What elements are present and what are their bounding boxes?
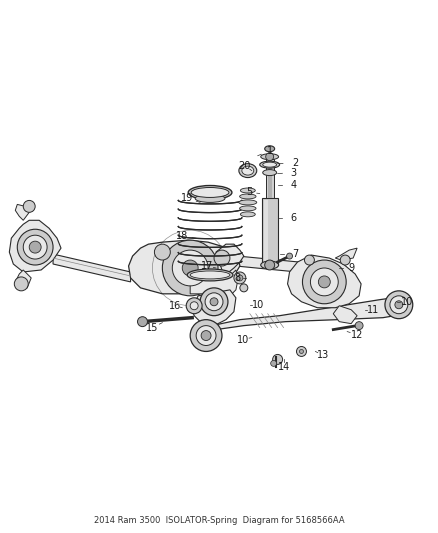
Circle shape xyxy=(23,200,35,212)
Circle shape xyxy=(210,298,218,306)
Circle shape xyxy=(17,229,53,265)
Circle shape xyxy=(311,268,338,296)
Circle shape xyxy=(155,244,170,260)
Text: 15: 15 xyxy=(146,322,159,333)
Circle shape xyxy=(200,288,228,316)
Text: 19: 19 xyxy=(181,193,193,204)
Circle shape xyxy=(271,360,277,366)
Text: 17: 17 xyxy=(201,261,213,271)
Circle shape xyxy=(182,260,198,276)
Circle shape xyxy=(190,302,198,310)
Circle shape xyxy=(237,275,243,281)
Circle shape xyxy=(385,291,413,319)
Polygon shape xyxy=(196,296,409,334)
Text: 6: 6 xyxy=(290,213,297,223)
Text: 13: 13 xyxy=(317,350,329,360)
Text: 2014 Ram 3500  ISOLATOR-Spring  Diagram for 5168566AA: 2014 Ram 3500 ISOLATOR-Spring Diagram fo… xyxy=(94,516,344,525)
Polygon shape xyxy=(190,270,238,294)
Text: 3: 3 xyxy=(290,167,297,177)
Circle shape xyxy=(172,250,208,286)
Circle shape xyxy=(303,260,346,304)
Ellipse shape xyxy=(261,154,279,160)
Circle shape xyxy=(138,317,148,327)
Circle shape xyxy=(201,330,211,341)
Circle shape xyxy=(23,235,47,259)
Circle shape xyxy=(214,250,230,266)
Bar xyxy=(266,159,274,238)
Ellipse shape xyxy=(187,269,233,281)
Polygon shape xyxy=(129,240,240,294)
Circle shape xyxy=(318,276,330,288)
Circle shape xyxy=(240,284,248,292)
Ellipse shape xyxy=(263,169,277,175)
Circle shape xyxy=(14,277,28,291)
Bar xyxy=(268,149,272,198)
Circle shape xyxy=(205,293,223,311)
Circle shape xyxy=(300,350,304,353)
Text: 1: 1 xyxy=(267,146,273,156)
Text: 16: 16 xyxy=(169,301,181,311)
Text: 9: 9 xyxy=(348,263,354,273)
Text: 20: 20 xyxy=(239,160,251,171)
Text: 8: 8 xyxy=(235,273,241,283)
Polygon shape xyxy=(53,254,131,282)
Circle shape xyxy=(355,321,363,329)
Text: 18: 18 xyxy=(176,231,188,241)
Circle shape xyxy=(297,346,307,357)
Polygon shape xyxy=(333,306,357,324)
Circle shape xyxy=(265,260,275,270)
Text: 10: 10 xyxy=(401,297,413,307)
Text: 4: 4 xyxy=(290,180,297,190)
Text: 7: 7 xyxy=(293,249,299,259)
Circle shape xyxy=(162,240,218,296)
Circle shape xyxy=(340,255,350,265)
Ellipse shape xyxy=(240,188,255,193)
Polygon shape xyxy=(236,256,319,274)
Ellipse shape xyxy=(190,271,230,279)
Text: 12: 12 xyxy=(351,329,363,340)
Text: 2: 2 xyxy=(293,158,299,168)
Polygon shape xyxy=(15,270,31,290)
Polygon shape xyxy=(192,290,236,326)
Ellipse shape xyxy=(240,212,255,217)
Circle shape xyxy=(29,241,41,253)
Bar xyxy=(264,200,268,261)
Polygon shape xyxy=(288,255,361,308)
Bar xyxy=(262,198,278,263)
Ellipse shape xyxy=(240,206,256,211)
Circle shape xyxy=(390,296,408,314)
Ellipse shape xyxy=(261,261,279,269)
Ellipse shape xyxy=(265,146,275,152)
Text: 10: 10 xyxy=(251,300,264,310)
Circle shape xyxy=(395,301,403,309)
Circle shape xyxy=(286,253,293,259)
Polygon shape xyxy=(335,248,357,260)
Polygon shape xyxy=(9,220,61,272)
Polygon shape xyxy=(216,244,244,276)
Ellipse shape xyxy=(263,162,277,167)
Text: 14: 14 xyxy=(277,362,290,373)
Ellipse shape xyxy=(260,161,279,168)
Ellipse shape xyxy=(195,195,225,203)
Text: 10: 10 xyxy=(237,335,249,344)
Text: 11: 11 xyxy=(367,305,379,314)
Polygon shape xyxy=(15,204,29,220)
Circle shape xyxy=(196,326,216,345)
Circle shape xyxy=(234,272,246,284)
Ellipse shape xyxy=(191,188,229,197)
Circle shape xyxy=(190,320,222,351)
Circle shape xyxy=(186,298,202,314)
Ellipse shape xyxy=(242,166,254,175)
Circle shape xyxy=(273,354,283,365)
Ellipse shape xyxy=(239,200,257,205)
Ellipse shape xyxy=(188,185,232,199)
Circle shape xyxy=(266,153,274,160)
Circle shape xyxy=(304,255,314,265)
Ellipse shape xyxy=(240,194,256,199)
Ellipse shape xyxy=(239,164,257,177)
Text: 5: 5 xyxy=(247,188,253,197)
